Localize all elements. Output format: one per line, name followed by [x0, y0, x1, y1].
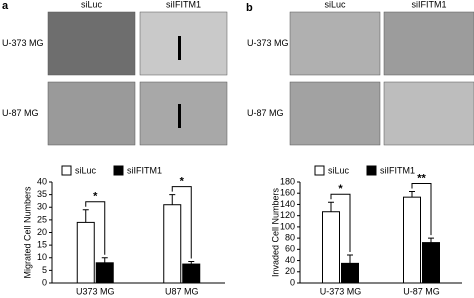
significance-label: * — [338, 183, 343, 195]
bar — [403, 196, 421, 284]
scratch-marker — [178, 36, 181, 60]
legend-label: siIFITM1 — [380, 165, 415, 175]
y-tick-label: 60 — [285, 244, 295, 254]
y-tick-label: 140 — [280, 199, 295, 209]
micrograph — [383, 81, 474, 146]
column-header: siLuc — [324, 0, 346, 9]
panel-label: b — [246, 2, 253, 14]
significance-bracket — [85, 201, 106, 255]
error-bar — [82, 209, 89, 223]
legend-label: siIFITM1 — [127, 165, 162, 175]
x-tick-label: U-87 MG — [403, 286, 440, 296]
y-tick-label: 0 — [42, 277, 47, 287]
y-tick-label: 0 — [290, 277, 295, 287]
x-tick-label: U-373 MG — [320, 286, 362, 296]
bar — [322, 211, 340, 284]
significance-bracket — [330, 193, 351, 252]
bar — [76, 221, 95, 284]
y-tick-label: 80 — [285, 232, 295, 242]
y-axis-label: Migrated Cell Numbers — [22, 186, 32, 279]
y-tick-label: 160 — [280, 188, 295, 198]
x-tick-label: U373 MG — [76, 286, 115, 296]
significance-bracket — [411, 183, 432, 236]
significance-bracket — [171, 186, 192, 259]
y-tick-label: 30 — [37, 202, 47, 212]
legend-swatch — [366, 165, 377, 176]
y-axis-label: Invaded Cell Numbers — [270, 187, 280, 277]
column-header: siIFITM1 — [166, 0, 201, 9]
scratch-marker — [178, 104, 181, 128]
error-bar — [328, 201, 334, 212]
y-tick-label: 5 — [42, 265, 47, 275]
micrograph — [383, 11, 474, 76]
column-header: siLuc — [81, 0, 103, 9]
significance-label: ** — [417, 172, 426, 184]
bar — [95, 262, 114, 284]
y-tick-label: 35 — [37, 189, 47, 199]
x-tick-label: U87 MG — [165, 286, 199, 296]
error-bar — [101, 257, 108, 263]
row-label: U-87 MG — [247, 108, 284, 118]
y-tick-label: 25 — [37, 214, 47, 224]
significance-label: * — [180, 176, 185, 188]
significance-label: * — [93, 191, 98, 203]
y-tick-label: 20 — [285, 266, 295, 276]
error-bar — [188, 261, 195, 265]
row-label: U-373 MG — [247, 38, 289, 48]
micrograph — [47, 11, 136, 76]
error-bar — [409, 191, 415, 198]
y-tick-label: 180 — [280, 176, 295, 186]
micrograph — [139, 11, 228, 76]
legend-label: siLuc — [75, 165, 97, 175]
y-tick-label: 40 — [37, 176, 47, 186]
bar — [422, 242, 440, 284]
bar — [163, 204, 182, 284]
y-tick-label: 40 — [285, 255, 295, 265]
panel-label: a — [2, 0, 9, 12]
error-bar — [428, 237, 434, 243]
bar — [182, 263, 201, 284]
row-label: U-373 MG — [2, 38, 44, 48]
y-tick-label: 10 — [37, 252, 47, 262]
legend-swatch — [61, 165, 72, 176]
legend-label: siLuc — [328, 165, 350, 175]
micrograph — [289, 81, 381, 146]
error-bar — [169, 194, 176, 205]
y-tick-label: 20 — [37, 227, 47, 237]
micrograph — [47, 81, 136, 146]
legend-swatch — [113, 165, 124, 176]
error-bar — [347, 254, 353, 264]
row-label: U-87 MG — [2, 108, 39, 118]
y-tick-label: 15 — [37, 240, 47, 250]
legend-swatch — [314, 165, 325, 176]
y-tick-label: 120 — [280, 210, 295, 220]
column-header: siIFITM1 — [412, 0, 447, 9]
micrograph — [139, 81, 228, 146]
y-tick-label: 100 — [280, 221, 295, 231]
micrograph — [289, 11, 381, 76]
bar — [341, 262, 359, 284]
